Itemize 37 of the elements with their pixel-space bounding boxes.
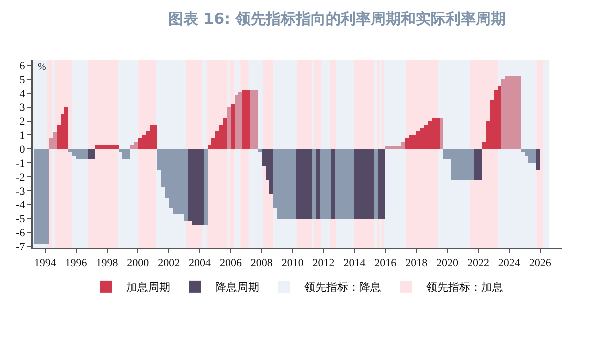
y-tick-label: -2 (16, 172, 26, 184)
x-tick-label: 2024 (498, 258, 521, 270)
x-tick-label: 2020 (436, 258, 460, 270)
y-tick-label: 6 (20, 60, 26, 72)
legend-label: 领先指标：加息 (426, 281, 504, 294)
x-tick-label: 2002 (158, 258, 180, 270)
y-tick-label: -5 (16, 214, 26, 226)
legend-label: 降息周期 (216, 281, 260, 294)
y-tick-label: 2 (20, 116, 26, 128)
y-tick-label: 0 (20, 144, 26, 156)
x-tick-label: 2012 (312, 258, 335, 270)
legend-label: 领先指标：降息 (304, 281, 382, 294)
y-tick-label: -3 (16, 186, 26, 198)
y-axis-title: % (38, 62, 46, 73)
y-tick-label: 4 (20, 88, 26, 100)
x-tick-label: 1998 (96, 258, 119, 270)
legend-label: 加息周期 (126, 281, 170, 294)
y-tick-label: -6 (16, 228, 26, 240)
x-tick-label: 2000 (127, 258, 150, 270)
y-tick-label: -1 (16, 158, 26, 170)
x-tick-label: 2004 (189, 258, 212, 270)
x-tick-label: 2018 (406, 258, 428, 270)
x-tick-label: 2026 (529, 258, 552, 270)
x-tick-label: 1996 (65, 258, 88, 270)
y-tick-label: 1 (20, 130, 26, 142)
chart-title: 图表 16: 领先指标指向的利率周期和实际利率周期 (168, 10, 506, 28)
x-tick-label: 2022 (467, 258, 490, 270)
x-tick-label: 2006 (220, 258, 242, 270)
y-tick-label: 5 (20, 74, 26, 86)
y-tick-label: -4 (16, 200, 26, 212)
x-tick-label: 2010 (282, 258, 304, 270)
y-tick-label: 3 (20, 102, 26, 114)
y-tick-label: -7 (16, 241, 26, 254)
x-tick-label: 2014 (344, 258, 366, 270)
x-tick-label: 1994 (34, 258, 57, 270)
x-tick-label: 2016 (374, 258, 398, 270)
x-tick-label: 2008 (250, 258, 274, 270)
